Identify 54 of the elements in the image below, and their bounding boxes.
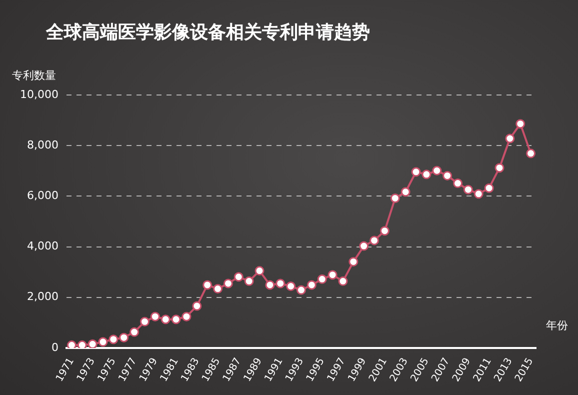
point (140, 316, 150, 326)
point (119, 332, 129, 342)
point (108, 334, 118, 344)
point (150, 312, 160, 322)
point (370, 236, 380, 246)
point (338, 276, 348, 286)
point (400, 187, 410, 197)
point (223, 278, 233, 288)
point (213, 284, 223, 294)
point (244, 276, 254, 286)
point (328, 270, 338, 280)
point (442, 170, 452, 180)
y-tick-label: 2,000 (26, 290, 58, 304)
y-tick-label: 8,000 (26, 138, 58, 152)
point (296, 285, 306, 295)
y-tick-label: 4,000 (26, 240, 58, 253)
point (192, 301, 202, 311)
point (453, 178, 462, 188)
point (317, 274, 327, 284)
point (526, 148, 536, 158)
point (390, 193, 400, 203)
point (432, 166, 442, 176)
point (265, 280, 275, 290)
point (171, 314, 181, 324)
point (505, 134, 515, 144)
point (98, 337, 108, 347)
point (130, 327, 140, 337)
point (286, 281, 296, 291)
y-tick-label: 0 (51, 340, 58, 354)
point (66, 340, 76, 348)
chart-title: 全球高端医学影像设备相关专利申请趋势 (46, 21, 370, 44)
point (494, 163, 504, 173)
point (359, 241, 369, 251)
point (88, 339, 98, 348)
point (182, 312, 192, 322)
point (306, 280, 316, 290)
point (77, 340, 87, 348)
point (463, 184, 473, 194)
point (160, 314, 170, 324)
y-tick-label: 6,000 (26, 189, 58, 202)
y-tick-label: 10,000 (20, 88, 58, 101)
point (348, 256, 358, 266)
point (254, 266, 264, 276)
point (474, 189, 484, 199)
point (422, 170, 432, 180)
point (411, 167, 421, 177)
point (202, 280, 212, 290)
point (276, 278, 286, 288)
x-axis-title: 年份 (546, 318, 568, 333)
point (484, 183, 494, 193)
y-axis-title: 专利数量 (12, 68, 56, 83)
point (380, 226, 390, 236)
point (234, 272, 244, 282)
point (516, 119, 526, 129)
